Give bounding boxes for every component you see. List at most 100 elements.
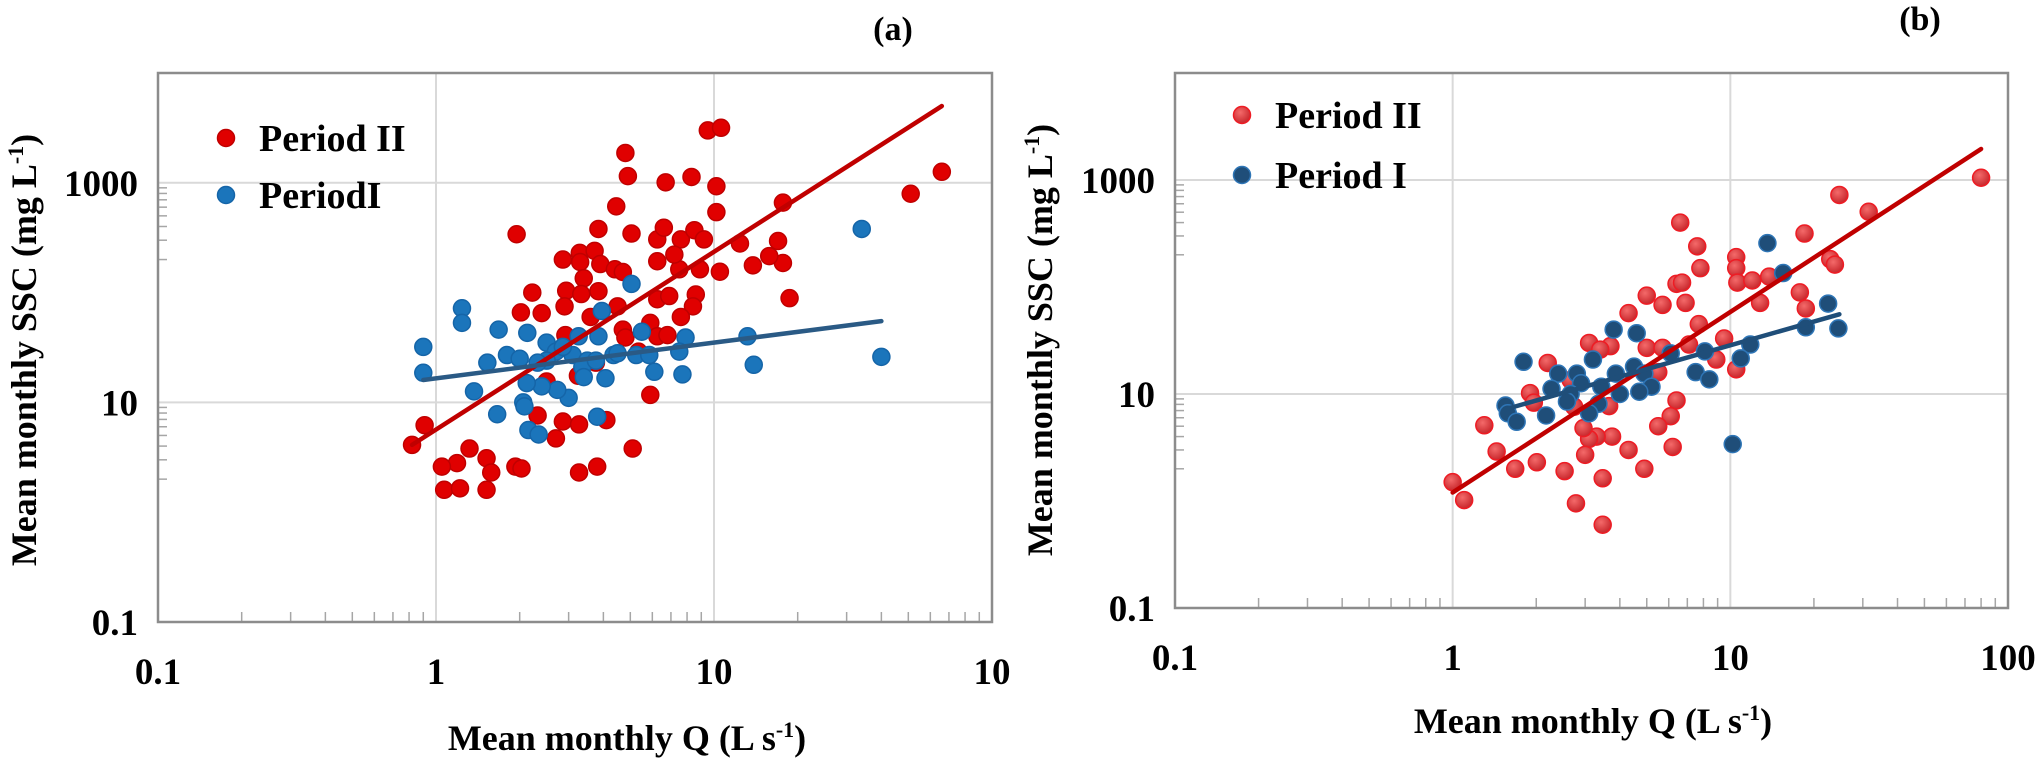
- data-point-period-ii: [656, 173, 675, 192]
- data-point-period-ii: [665, 245, 684, 264]
- data-point-period-ii: [1635, 459, 1654, 479]
- data-point-period-ii: [932, 162, 952, 182]
- y-axis-title-superscript: -1: [1019, 136, 1044, 154]
- x-axis-title: Mean monthly Q (L s-1): [448, 717, 806, 758]
- y-tick-label: 10: [101, 383, 138, 424]
- trendline-period-ii: [409, 103, 945, 448]
- data-point-period-i: [1507, 412, 1526, 432]
- data-point-period-ii: [512, 459, 531, 478]
- data-point-period-ii: [450, 479, 470, 498]
- data-point-period-ii: [1593, 469, 1612, 488]
- data-point-period-i: [1731, 349, 1750, 368]
- data-point-period-i: [1548, 364, 1568, 383]
- x-axis-title-close: ): [1760, 701, 1772, 741]
- data-point-period-ii: [587, 457, 607, 476]
- data-point-period-i: [1536, 406, 1556, 425]
- trendline-period-ii: [1450, 146, 1984, 495]
- data-point-period-ii: [1648, 416, 1668, 436]
- data-point-period-ii: [434, 480, 454, 500]
- data-point-period-ii: [1672, 273, 1692, 292]
- data-point-periodi: [548, 380, 567, 400]
- y-tick-label: 1000: [64, 164, 138, 205]
- data-point-period-ii: [768, 231, 788, 251]
- data-point-period-ii: [648, 251, 667, 271]
- data-point-period-ii: [574, 269, 594, 288]
- data-point-periodi: [632, 322, 652, 341]
- data-point-period-ii: [1676, 293, 1695, 313]
- data-point-period-ii: [671, 307, 691, 327]
- x-axis-title-superscript: -1: [1742, 700, 1760, 725]
- data-point-periodi: [673, 365, 692, 384]
- data-point-periodi: [622, 274, 641, 294]
- data-point-period-i: [1700, 370, 1719, 389]
- x-tick-label: 10: [696, 652, 733, 693]
- data-point-period-ii: [1667, 391, 1686, 410]
- data-point-period-i: [1630, 382, 1649, 401]
- x-tick-label: 1: [1443, 638, 1462, 679]
- data-point-periodi: [645, 362, 664, 382]
- data-point-period-ii: [623, 439, 642, 458]
- data-point-period-ii: [616, 143, 635, 163]
- legend-label: Period II: [259, 118, 406, 160]
- data-point-period-ii: [528, 406, 547, 425]
- data-point-period-ii: [481, 463, 501, 482]
- data-point-period-i: [1627, 323, 1646, 343]
- trendline-periodi: [421, 318, 884, 383]
- data-point-period-ii: [622, 224, 641, 243]
- data-point-period-ii: [569, 415, 589, 434]
- data-point-period-ii: [523, 283, 542, 302]
- data-point-period-ii: [707, 177, 726, 196]
- legend: Period II Period I: [1232, 95, 1422, 197]
- data-point-period-ii: [743, 256, 763, 275]
- data-point-periodi: [414, 337, 433, 357]
- data-point-period-ii: [460, 439, 479, 458]
- legend-label: Period I: [1275, 155, 1407, 197]
- data-point-period-ii: [532, 303, 551, 323]
- data-point-period-ii: [1796, 299, 1816, 318]
- data-point-period-ii: [1619, 303, 1638, 323]
- legend: Period II PeriodI: [216, 118, 406, 217]
- data-point-period-ii: [1602, 427, 1622, 446]
- data-point-period-ii: [1653, 295, 1672, 315]
- plot-frame: [1173, 71, 2010, 610]
- x-tick-label: 0.1: [1152, 638, 1198, 679]
- data-point-period-ii: [1687, 237, 1707, 256]
- data-point-period-ii: [570, 252, 590, 272]
- legend-label: PeriodI: [259, 175, 381, 217]
- data-point-period-ii: [1661, 406, 1680, 426]
- y-axis-title: Mean monthly SSC (mg L-1): [3, 134, 44, 566]
- data-point-periodi: [464, 382, 484, 401]
- data-point-period-ii: [1487, 442, 1506, 461]
- data-point-period-ii: [432, 457, 452, 476]
- data-point-period-ii: [511, 303, 531, 322]
- data-point-period-ii: [415, 415, 434, 435]
- data-point-period-ii: [707, 202, 726, 222]
- data-point-period-ii: [571, 284, 591, 304]
- data-point-period-ii: [477, 480, 496, 500]
- data-point-period-ii: [553, 250, 573, 269]
- data-point-period-ii: [555, 297, 574, 316]
- data-point-periodi: [515, 397, 534, 416]
- y-tick-label: 10: [1118, 375, 1155, 416]
- data-point-period-i: [1723, 434, 1742, 454]
- data-point-periodi: [517, 373, 536, 393]
- legend-label: Period II: [1275, 95, 1422, 137]
- data-point-period-ii: [606, 197, 626, 216]
- legend-marker: [216, 128, 236, 148]
- data-point-period-ii: [658, 325, 677, 345]
- data-point-period-ii: [1663, 437, 1682, 457]
- data-point-period-ii: [901, 184, 920, 203]
- data-point-periodi: [478, 353, 497, 372]
- data-point-period-i: [1829, 319, 1848, 338]
- data-point-period-ii: [1795, 224, 1814, 243]
- data-point-periodi: [596, 368, 615, 388]
- y-axis-title-superscript: -1: [3, 146, 28, 164]
- data-point-period-ii: [553, 412, 573, 431]
- y-axis-title-text: Mean monthly SSC (mg L: [1020, 154, 1060, 556]
- data-point-periodi: [452, 313, 472, 333]
- y-axis-title-close: ): [1020, 124, 1060, 136]
